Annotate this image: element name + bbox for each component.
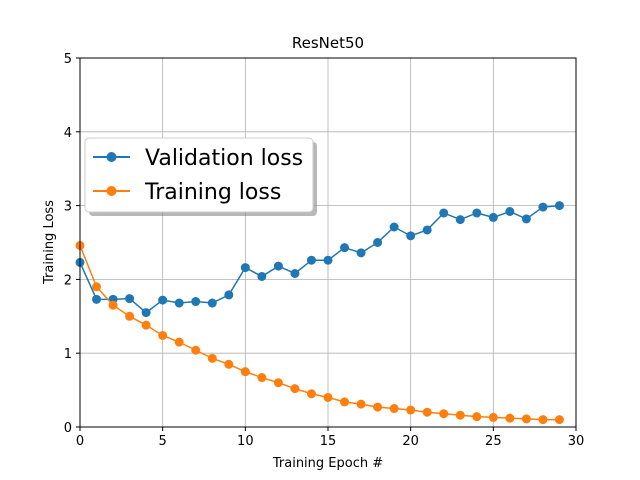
data-point-training-loss	[125, 311, 135, 321]
x-tick-label: 10	[237, 434, 254, 449]
data-point-validation-loss	[207, 298, 217, 308]
data-point-training-loss	[373, 402, 383, 412]
data-point-training-loss	[422, 407, 432, 417]
data-point-training-loss	[240, 367, 250, 377]
y-tick-label: 1	[64, 347, 72, 362]
data-point-validation-loss	[422, 225, 432, 235]
data-point-training-loss	[455, 410, 465, 420]
legend-label-training: Training loss	[144, 180, 281, 205]
data-point-training-loss	[554, 415, 564, 425]
data-point-training-loss	[290, 384, 300, 394]
legend-marker-validation	[106, 152, 117, 162]
legend-label-validation: Validation loss	[145, 146, 303, 171]
data-point-training-loss	[224, 359, 234, 369]
data-point-validation-loss	[240, 263, 250, 273]
data-point-training-loss	[207, 353, 217, 363]
data-point-validation-loss	[125, 294, 135, 304]
data-point-validation-loss	[505, 207, 515, 217]
series-layer	[75, 201, 564, 425]
x-tick-label: 0	[76, 434, 84, 449]
y-axis-label: Training Loss	[42, 200, 57, 285]
legend: Validation loss Training loss	[84, 137, 317, 216]
data-point-validation-loss	[158, 295, 168, 305]
data-point-training-loss	[488, 412, 498, 422]
data-point-training-loss	[141, 320, 151, 330]
data-point-validation-loss	[191, 297, 201, 307]
legend-marker-training	[106, 186, 117, 196]
data-point-validation-loss	[174, 298, 184, 308]
chart-title: ResNet50	[292, 34, 364, 52]
data-point-training-loss	[406, 405, 416, 415]
y-tick-label: 3	[64, 200, 72, 215]
data-point-training-loss	[323, 392, 333, 402]
data-point-training-loss	[158, 330, 168, 340]
data-point-training-loss	[505, 413, 515, 423]
data-point-validation-loss	[439, 208, 449, 218]
x-tick-label: 20	[402, 434, 419, 449]
data-point-validation-loss	[306, 255, 316, 265]
x-tick-label: 25	[485, 434, 502, 449]
ticks: 0 5 10 15 20 25 30 0 1 2 3 4 5	[64, 52, 585, 449]
data-point-training-loss	[273, 378, 283, 388]
data-point-training-loss	[356, 399, 366, 409]
y-tick-label: 5	[64, 52, 72, 67]
data-point-validation-loss	[141, 308, 151, 318]
data-point-training-loss	[472, 412, 482, 422]
x-axis-label: Training Epoch #	[272, 456, 383, 471]
data-point-training-loss	[439, 409, 449, 419]
data-point-validation-loss	[521, 214, 531, 224]
data-point-validation-loss	[340, 243, 350, 253]
x-tick-label: 5	[159, 434, 167, 449]
legend-box	[84, 137, 314, 213]
data-point-training-loss	[389, 404, 399, 414]
data-point-training-loss	[108, 300, 118, 310]
data-point-validation-loss	[554, 201, 564, 211]
y-tick-label: 2	[64, 273, 72, 288]
y-tick-label: 4	[64, 126, 72, 141]
data-point-validation-loss	[406, 231, 416, 241]
data-point-training-loss	[521, 414, 531, 424]
data-point-validation-loss	[472, 208, 482, 218]
x-tick-label: 30	[568, 434, 585, 449]
data-point-validation-loss	[273, 261, 283, 271]
data-point-validation-loss	[373, 238, 383, 247]
data-point-validation-loss	[538, 202, 548, 212]
x-tick-label: 15	[320, 434, 337, 449]
data-point-validation-loss	[455, 215, 465, 225]
data-point-validation-loss	[356, 248, 366, 258]
data-point-validation-loss	[323, 255, 333, 265]
data-point-validation-loss	[389, 222, 399, 232]
data-point-validation-loss	[290, 268, 300, 278]
data-point-training-loss	[174, 337, 184, 347]
data-point-training-loss	[306, 389, 316, 399]
y-tick-label: 0	[64, 421, 72, 436]
data-point-training-loss	[92, 282, 102, 292]
data-point-validation-loss	[488, 212, 498, 222]
data-point-validation-loss	[224, 290, 234, 300]
data-point-training-loss	[257, 373, 267, 383]
data-point-validation-loss	[257, 271, 267, 281]
data-point-training-loss	[340, 397, 350, 407]
data-point-validation-loss	[92, 294, 102, 304]
data-point-training-loss	[191, 345, 201, 355]
data-point-training-loss	[538, 415, 548, 425]
